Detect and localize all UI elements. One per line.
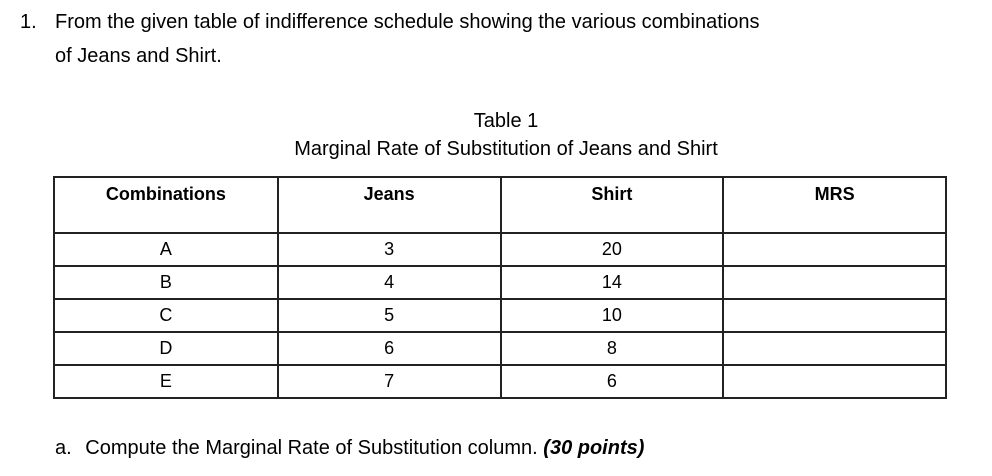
cell-shirt: 14 bbox=[499, 265, 725, 300]
cell-combination: E bbox=[53, 364, 279, 399]
cell-jeans: 7 bbox=[276, 364, 502, 399]
question-line-1: From the given table of indifference sch… bbox=[55, 11, 760, 33]
cell-mrs bbox=[722, 232, 947, 267]
cell-jeans: 5 bbox=[276, 298, 502, 333]
cell-combination: C bbox=[53, 298, 279, 333]
cell-combination: A bbox=[53, 232, 279, 267]
cell-mrs bbox=[722, 331, 947, 366]
cell-shirt: 10 bbox=[499, 298, 725, 333]
subquestion-text: Compute the Marginal Rate of Substitutio… bbox=[85, 437, 538, 459]
header-combinations: Combinations bbox=[53, 176, 279, 234]
cell-combination: B bbox=[53, 265, 279, 300]
subquestion: a. Compute the Marginal Rate of Substitu… bbox=[55, 431, 644, 465]
header-mrs: MRS bbox=[722, 176, 947, 234]
mrs-table: Combinations Jeans Shirt MRS A 3 20 B 4 14 C 5 1… bbox=[53, 176, 947, 399]
subquestion-letter: a. bbox=[55, 437, 72, 459]
cell-jeans: 3 bbox=[276, 232, 502, 267]
header-shirt: Shirt bbox=[499, 176, 725, 234]
cell-mrs bbox=[722, 298, 947, 333]
table-row: A 3 20 bbox=[53, 232, 947, 267]
table-subtitle: Marginal Rate of Substitution of Jeans a… bbox=[294, 138, 718, 160]
header-jeans: Jeans bbox=[276, 176, 502, 234]
cell-jeans: 6 bbox=[276, 331, 502, 366]
cell-jeans: 4 bbox=[276, 265, 502, 300]
table-row: B 4 14 bbox=[53, 265, 947, 300]
cell-mrs bbox=[722, 265, 947, 300]
table-caption: Table 1 bbox=[473, 110, 539, 132]
cell-shirt: 8 bbox=[499, 331, 725, 366]
table-header-row: Combinations Jeans Shirt MRS bbox=[53, 176, 947, 234]
cell-shirt: 20 bbox=[499, 232, 725, 267]
subquestion-points: (30 points) bbox=[543, 437, 645, 459]
cell-mrs bbox=[722, 364, 947, 399]
table-row: C 5 10 bbox=[53, 298, 947, 333]
question-line-2: of Jeans and Shirt. bbox=[55, 45, 222, 67]
cell-shirt: 6 bbox=[499, 364, 725, 399]
cell-combination: D bbox=[53, 331, 279, 366]
question-number: 1. bbox=[20, 11, 37, 33]
